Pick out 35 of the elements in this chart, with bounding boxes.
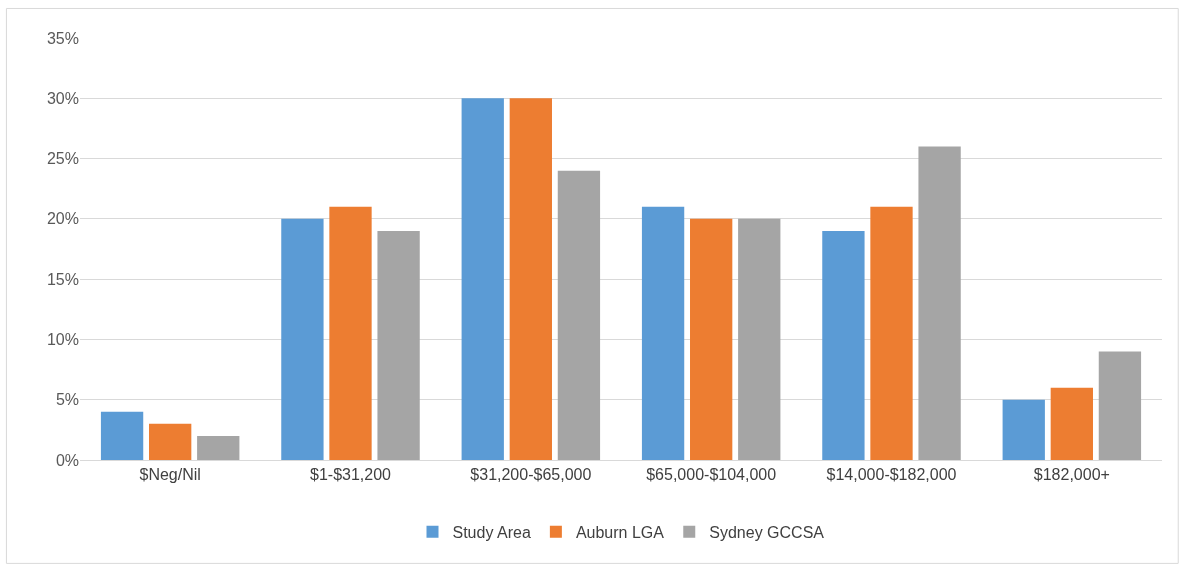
bar — [641, 206, 685, 460]
y-tick-label: 10% — [46, 331, 79, 349]
y-tick-label: 20% — [46, 210, 79, 228]
y-tick-label: 5% — [55, 391, 79, 409]
y-tick-label: 0% — [55, 451, 79, 469]
bar — [461, 98, 504, 460]
legend-label: Sydney GCCSA — [709, 524, 825, 541]
bar — [870, 206, 913, 460]
bar — [918, 146, 961, 460]
bar — [1050, 387, 1093, 460]
x-tick-label: $Neg/Nil — [139, 466, 201, 484]
bar — [738, 218, 781, 460]
bar — [509, 98, 552, 460]
bar — [329, 206, 372, 460]
bar — [690, 218, 733, 460]
bar — [1002, 399, 1045, 460]
bar — [149, 423, 192, 460]
bar — [197, 435, 240, 460]
x-tick-label: $31,200-$65,000 — [470, 466, 592, 484]
y-tick-label: 35% — [46, 29, 79, 47]
x-tick-label: $1-$31,200 — [310, 466, 392, 484]
x-tick-label: $14,000-$182,000 — [826, 466, 957, 484]
legend-label: Auburn LGA — [575, 524, 665, 541]
bar — [557, 170, 601, 460]
bar — [822, 230, 865, 460]
bar — [1098, 351, 1142, 460]
y-tick-label: 30% — [46, 89, 79, 107]
y-tick-label: 25% — [46, 150, 79, 168]
bar — [377, 230, 420, 460]
x-tick-label: $65,000-$104,000 — [646, 466, 777, 484]
x-tick-label: $182,000+ — [1033, 466, 1110, 484]
y-tick-label: 15% — [46, 270, 79, 288]
bar — [100, 411, 144, 460]
bar — [281, 218, 324, 460]
legend-label: Study Area — [452, 524, 531, 541]
